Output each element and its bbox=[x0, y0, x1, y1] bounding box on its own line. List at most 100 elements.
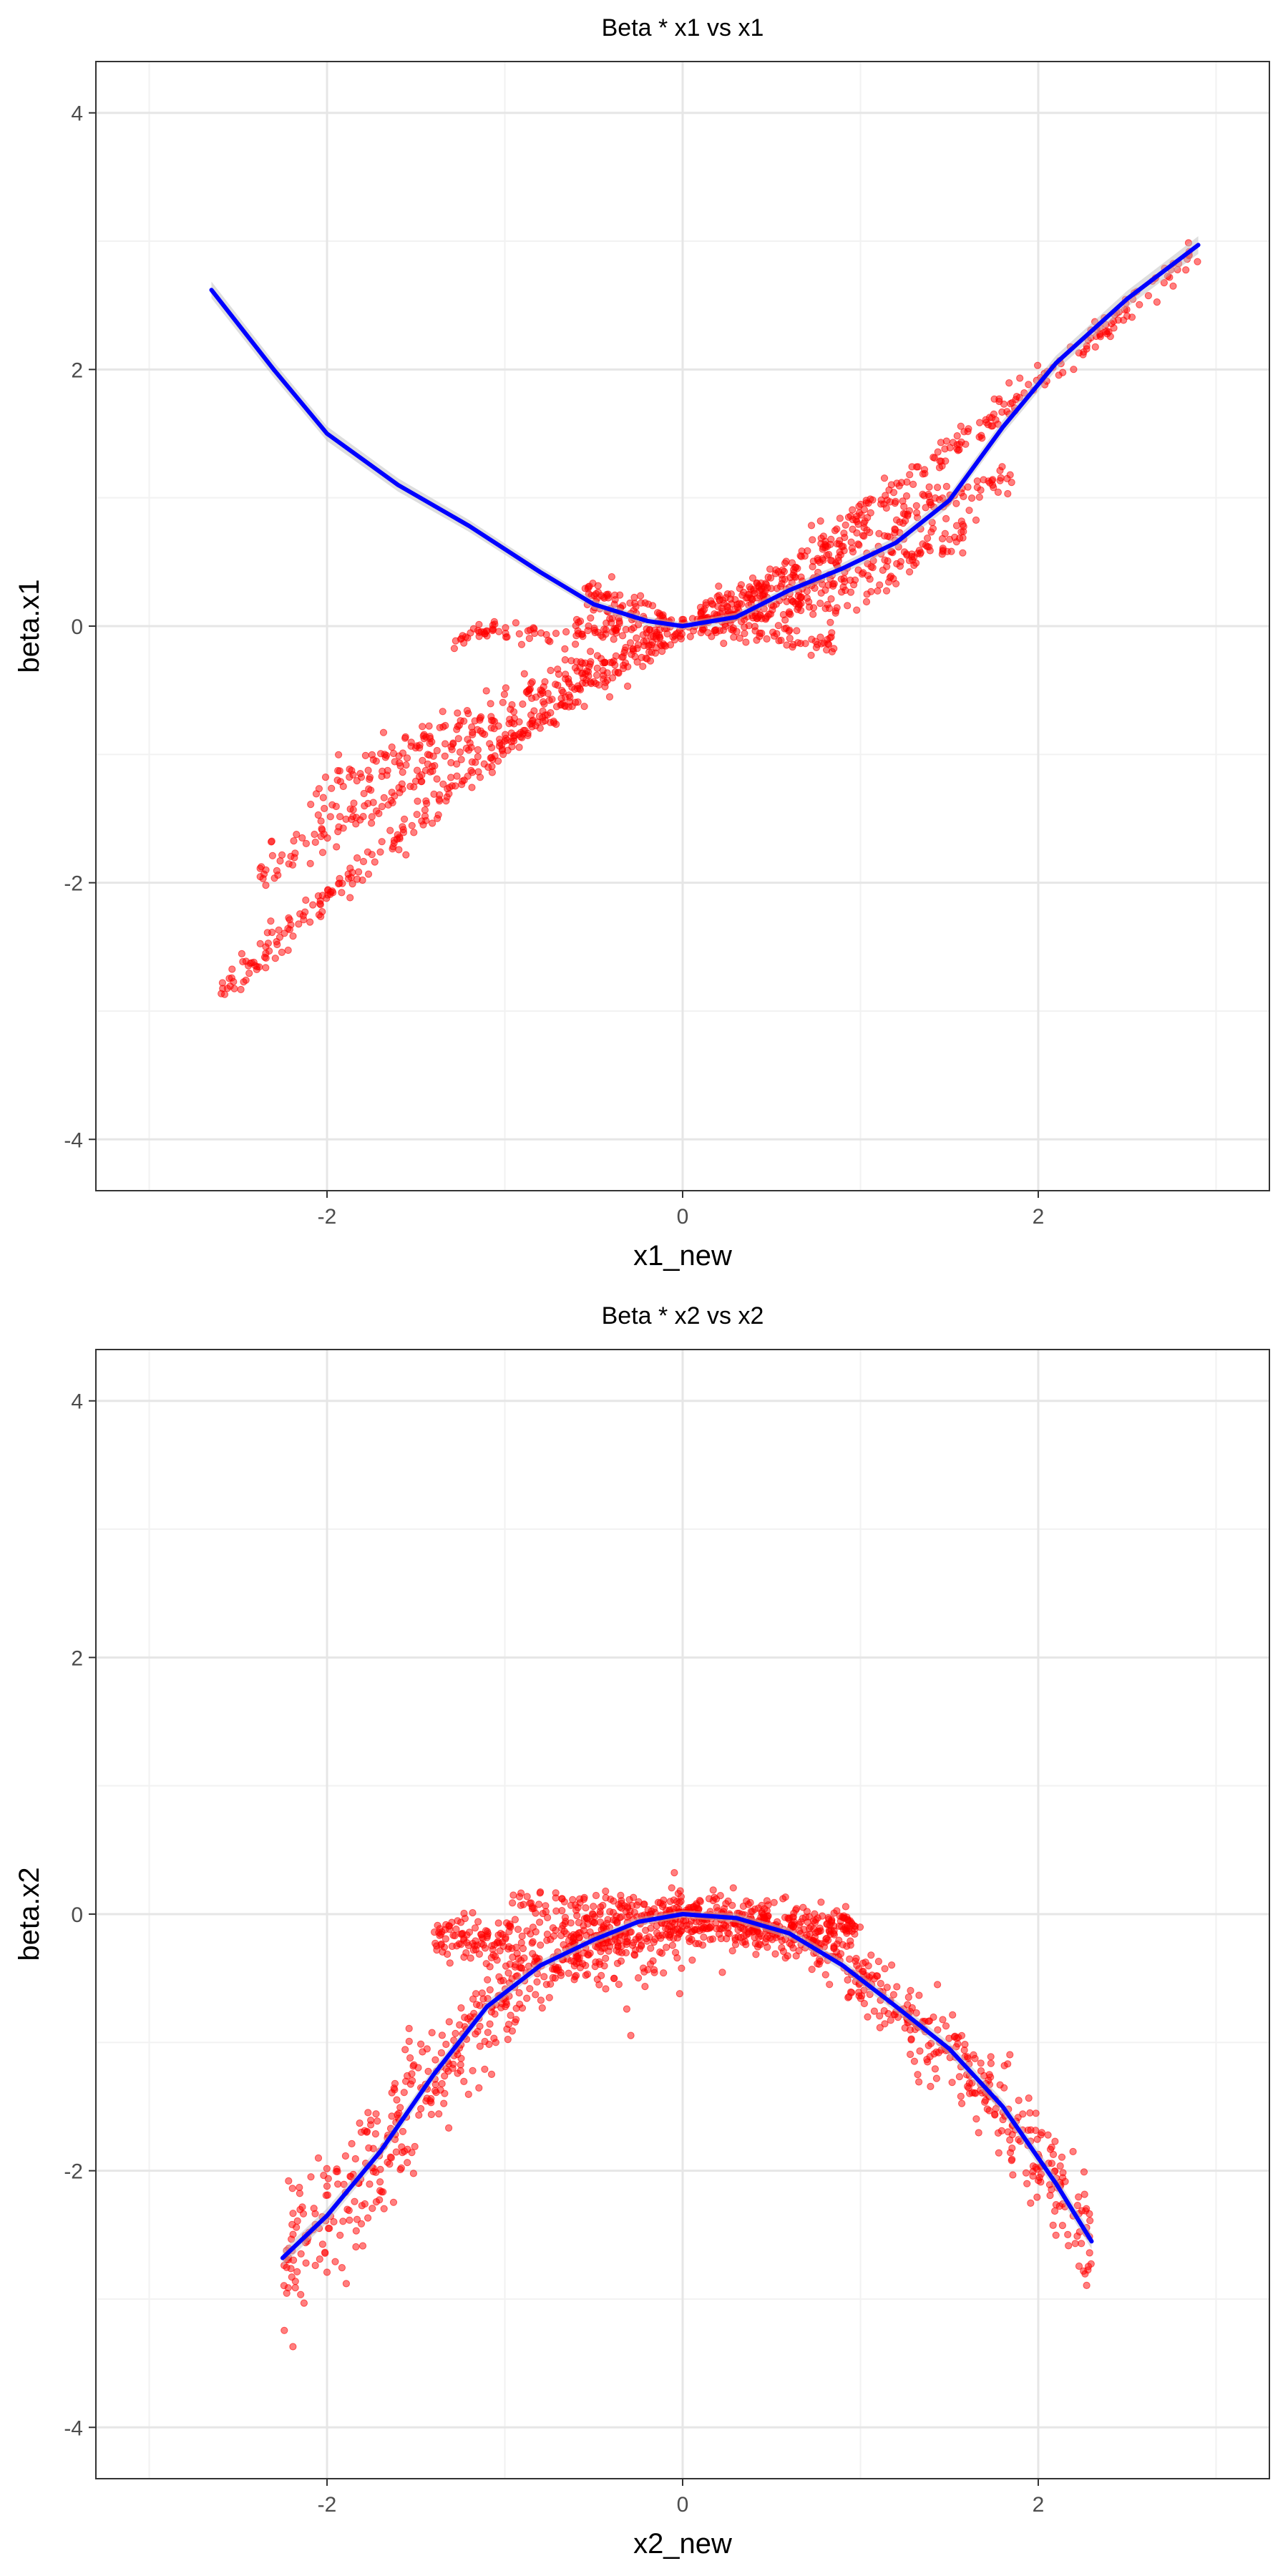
scatter-point bbox=[529, 1923, 537, 1931]
scatter-point bbox=[456, 748, 464, 756]
scatter-point bbox=[758, 1901, 766, 1909]
scatter-point bbox=[265, 947, 273, 955]
scatter-point bbox=[553, 1966, 561, 1974]
scatter-point bbox=[452, 1926, 460, 1933]
scatter-point bbox=[645, 1933, 653, 1941]
scatter-point bbox=[348, 869, 356, 877]
scatter-point bbox=[391, 2079, 399, 2087]
scatter-point bbox=[678, 630, 686, 638]
scatter-point bbox=[782, 557, 790, 565]
scatter-point bbox=[502, 2001, 511, 2009]
scatter-point bbox=[240, 978, 248, 986]
scatter-point bbox=[616, 1936, 624, 1945]
scatter-point bbox=[718, 1968, 726, 1976]
scatter-point bbox=[816, 600, 824, 608]
scatter-point bbox=[485, 2040, 493, 2049]
scatter-point bbox=[441, 2089, 449, 2097]
scatter-point bbox=[299, 2210, 308, 2218]
scatter-point bbox=[527, 680, 535, 688]
scatter-point bbox=[285, 2177, 293, 2185]
scatter-point bbox=[715, 582, 723, 590]
scatter-point bbox=[360, 789, 368, 798]
scatter-point bbox=[356, 2119, 364, 2127]
scatter-point bbox=[924, 535, 932, 542]
scatter-point bbox=[711, 626, 719, 635]
scatter-point bbox=[600, 594, 608, 602]
scatter-point bbox=[934, 448, 942, 456]
scatter-point bbox=[1004, 489, 1012, 498]
scatter-point bbox=[781, 1893, 789, 1901]
scatter-point bbox=[774, 1918, 781, 1926]
scatter-point bbox=[985, 2077, 992, 2084]
scatter-point bbox=[1153, 298, 1161, 306]
scatter-point bbox=[541, 711, 550, 719]
scatter-point bbox=[475, 1950, 484, 1958]
scatter-point bbox=[708, 600, 716, 608]
scatter-point bbox=[809, 610, 817, 618]
scatter-point bbox=[840, 575, 848, 582]
x-tick-label: -2 bbox=[318, 1205, 337, 1229]
scatter-point bbox=[406, 2054, 414, 2062]
y-tick-label: 0 bbox=[71, 1903, 83, 1927]
scatter-point bbox=[444, 2067, 452, 2075]
scatter-point bbox=[819, 532, 828, 540]
scatter-point bbox=[1084, 2263, 1093, 2270]
scatter-point bbox=[300, 916, 308, 924]
scatter-point bbox=[248, 959, 255, 967]
scatter-point bbox=[745, 1928, 753, 1936]
scatter-point bbox=[426, 751, 434, 759]
scatter-point bbox=[975, 2129, 982, 2137]
scatter-point bbox=[611, 668, 619, 676]
scatter-point bbox=[289, 2210, 297, 2218]
scatter-point bbox=[801, 552, 809, 560]
scatter-point bbox=[508, 2027, 517, 2035]
scatter-point bbox=[1075, 2262, 1083, 2270]
scatter-point bbox=[797, 607, 805, 615]
scatter-point bbox=[615, 1981, 623, 1989]
scatter-point bbox=[1044, 2131, 1052, 2139]
scatter-point bbox=[517, 1939, 525, 1947]
scatter-point bbox=[833, 1907, 841, 1915]
scatter-point bbox=[407, 738, 415, 746]
scatter-point bbox=[1004, 2060, 1012, 2068]
scatter-point bbox=[938, 462, 946, 470]
scatter-point bbox=[256, 940, 264, 948]
scatter-point bbox=[502, 630, 509, 638]
scatter-point bbox=[457, 635, 464, 643]
scatter-point bbox=[287, 921, 295, 929]
scatter-point bbox=[228, 965, 236, 973]
scatter-point bbox=[826, 605, 834, 613]
scatter-point bbox=[844, 1976, 852, 1984]
scatter-point bbox=[280, 2326, 288, 2334]
scatter-point bbox=[359, 857, 368, 866]
scatter-point bbox=[226, 982, 234, 990]
scatter-point bbox=[909, 480, 917, 489]
scatter-point bbox=[875, 530, 883, 537]
scatter-point bbox=[399, 769, 406, 776]
scatter-point bbox=[1029, 2167, 1037, 2175]
scatter-point bbox=[619, 632, 627, 640]
scatter-point bbox=[707, 1923, 715, 1931]
scatter-point bbox=[908, 550, 916, 558]
scatter-point bbox=[417, 2104, 425, 2113]
scatter-point bbox=[883, 496, 891, 504]
scatter-point bbox=[600, 1922, 608, 1930]
scatter-point bbox=[815, 1928, 823, 1936]
scatter-point bbox=[913, 509, 921, 517]
scatter-point bbox=[442, 2040, 450, 2049]
scatter-point bbox=[386, 826, 394, 834]
scatter-point bbox=[597, 1948, 605, 1956]
chart-panel-beta-x1: Beta * x1 vs x1 -2 0 2 -4 -2 0 2 4 x1_new beta… bbox=[14, 14, 1270, 1272]
scatter-point bbox=[857, 511, 865, 519]
y-tick-label: 0 bbox=[71, 615, 83, 639]
scatter-point bbox=[824, 1936, 832, 1944]
scatter-point bbox=[889, 489, 898, 497]
scatter-point bbox=[860, 524, 868, 532]
scatter-point bbox=[954, 2040, 962, 2048]
scatter-point bbox=[1015, 2097, 1023, 2104]
scatter-point bbox=[289, 932, 297, 940]
scatter-point bbox=[1194, 258, 1201, 265]
scatter-point bbox=[516, 1963, 524, 1971]
scatter-point bbox=[1052, 2201, 1060, 2209]
x-tick-label: 2 bbox=[1033, 2493, 1045, 2517]
